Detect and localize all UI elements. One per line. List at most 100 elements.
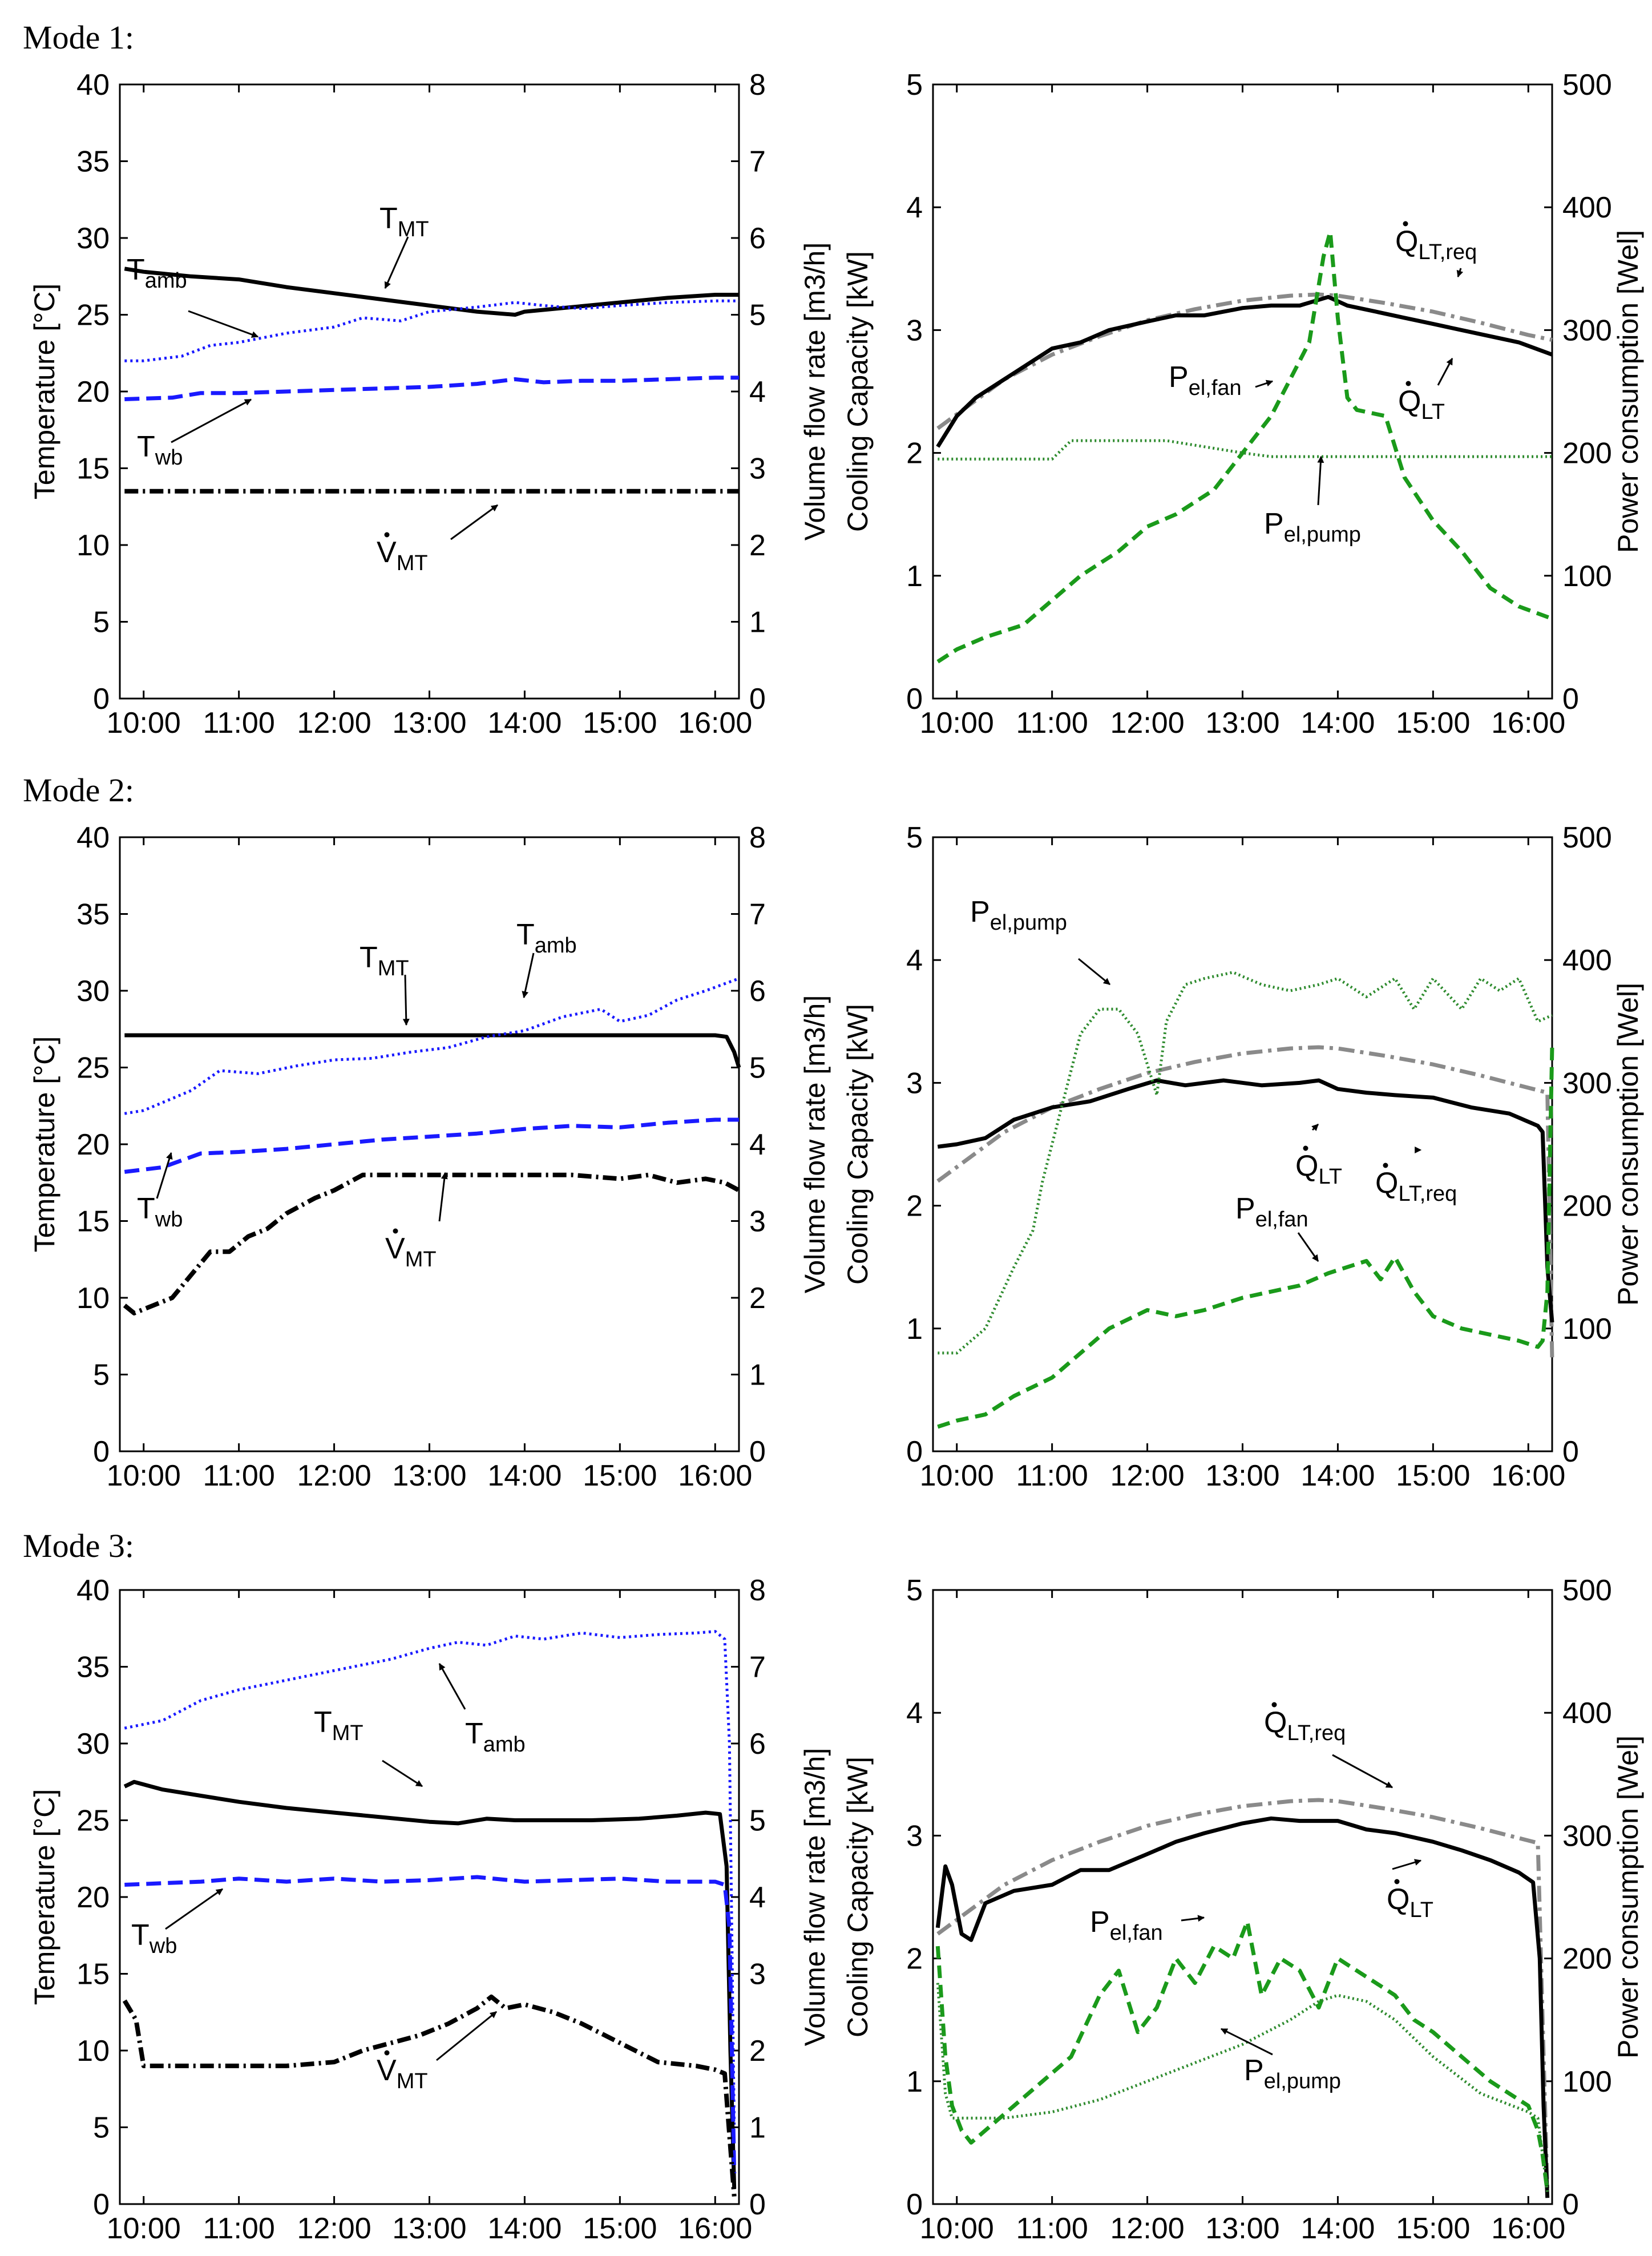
annotation-main: T: [127, 253, 145, 286]
m3-left-y-right-tick-label: 0: [749, 2188, 766, 2221]
m1-right-x-tick-label: 12:00: [1110, 707, 1185, 740]
m1-right-x-tick-label: 13:00: [1205, 707, 1279, 740]
annotation-label: TMT: [379, 202, 429, 241]
m3-right-y-left-tick-label: 1: [906, 2065, 923, 2098]
m2-left-y-left-tick-label: 20: [76, 1128, 110, 1161]
annotation-label: VMT: [377, 536, 428, 575]
m1-right-series-p-el-fan-line: [936, 229, 1553, 664]
m1-left-y-right-tick-label: 5: [749, 299, 766, 332]
m1-left-y-left-tick-label: 15: [76, 453, 110, 486]
m3-right-y-right-tick-label: 400: [1562, 1697, 1612, 1730]
m3-left-y-left-tick-label: 30: [76, 1728, 110, 1761]
annotation-arrow: [436, 2011, 497, 2061]
annotation-label: VMT: [377, 2054, 428, 2093]
m1-right-y-left-tick-label: 4: [906, 191, 923, 224]
m3-right-y-right-tick-label: 300: [1562, 1819, 1612, 1853]
m1-right-x-tick-label: 16:00: [1491, 707, 1565, 740]
m3-right-annotation-p-el-fan: Pel,fan: [1090, 1906, 1205, 1945]
m3-left-y-right-axis-title: Volume flow rate [m3/h]: [799, 1748, 831, 2046]
annotation-overdot: [384, 532, 390, 538]
m1-left-y-right-tick-label: 6: [749, 222, 766, 255]
annotation-overdot: [384, 2050, 390, 2056]
m2-right-x-tick-label: 15:00: [1396, 1459, 1470, 1492]
m2-left-x-tick-label: 11:00: [203, 1459, 275, 1492]
m1-left-annotation-t-mt: TMT: [379, 202, 429, 289]
m2-left-y-right-tick-label: 4: [749, 1128, 766, 1161]
annotation-main: T: [314, 1706, 332, 1739]
annotation-label: Tamb: [465, 1717, 526, 1757]
annotation-sub: MT: [397, 551, 428, 575]
m2-right-y-left-tick-label: 4: [906, 944, 923, 977]
annotation-sub: LT,req: [1398, 1182, 1457, 1206]
m3-left-series-t-mt-line: [123, 1779, 737, 2189]
m2-left-y-left-tick-label: 35: [76, 898, 110, 931]
m1-right-y-right-tick-label: 200: [1562, 437, 1612, 470]
m3-right-series-q-lt-line: [935, 1816, 1550, 2198]
annotation-overdot: [1403, 221, 1408, 227]
m3-left-series-v-mt-line: [122, 1994, 737, 2197]
m2-left-y-left-tick-label: 40: [76, 821, 110, 854]
m2-right-x-tick-label: 12:00: [1110, 1459, 1185, 1492]
m1-left-y-left-axis-title: Temperature [°C]: [29, 284, 60, 499]
annotation-sub: MT: [397, 2069, 428, 2093]
mode-1-label: Mode 1:: [23, 19, 134, 56]
m2-right-annotation-p-el-fan: Pel,fan: [1235, 1192, 1319, 1262]
m1-left-y-left-tick-label: 5: [93, 606, 110, 639]
annotation-sub: el,fan: [1255, 1208, 1308, 1232]
m3-right-series-q-lt-req-line: [936, 1798, 1550, 2192]
annotation-sub: el,pump: [990, 911, 1067, 935]
annotation-main: T: [379, 202, 398, 235]
annotation-arrow: [522, 953, 535, 999]
m3-left-y-right-tick-label: 7: [749, 1651, 766, 1684]
annotation-main: P: [1264, 507, 1284, 540]
m3-right-annotation-q-lt-req: QLT,req: [1264, 1702, 1394, 1789]
mode-1-temperature-flow-chart: 10:00 11:00 12:00 13:00 14:00 15:00 16:0005101…: [29, 68, 831, 740]
annotation-label: Pel,pump: [970, 895, 1067, 935]
m3-left-y-left-tick-label: 5: [93, 2112, 110, 2145]
m1-left-x-tick-label: 12:00: [297, 707, 371, 740]
m3-left-y-right-tick-label: 8: [749, 1574, 766, 1607]
annotation-label: Pel,pump: [1244, 2054, 1341, 2093]
m2-right-annotation-q-lt: QLT: [1295, 1123, 1342, 1189]
m2-right-annotation-p-el-pump: Pel,pump: [970, 895, 1110, 986]
m3-left-x-tick-label: 10:00: [107, 2212, 181, 2245]
mode-3-label: Mode 3:: [23, 1527, 134, 1564]
m2-right-y-right-tick-label: 200: [1562, 1190, 1612, 1223]
m1-left-x-tick-label: 10:00: [107, 707, 181, 740]
m3-left-y-left-tick-label: 10: [76, 2035, 110, 2068]
annotation-main: T: [360, 941, 378, 974]
m1-left-y-left-tick-label: 40: [76, 68, 110, 102]
m2-right-y-left-tick-label: 1: [906, 1313, 923, 1346]
annotation-arrow: [1181, 1915, 1205, 1922]
m1-left-y-right-tick-label: 4: [749, 376, 766, 409]
annotation-arrow: [1255, 380, 1274, 388]
m2-left-y-left-tick-label: 15: [76, 1205, 110, 1238]
m2-right-x-tick-label: 13:00: [1205, 1459, 1279, 1492]
m3-left-x-tick-label: 13:00: [392, 2212, 466, 2245]
m1-left-x-tick-label: 16:00: [678, 707, 752, 740]
m2-right-y-right-tick-label: 500: [1562, 821, 1612, 854]
m3-right-x-tick-label: 16:00: [1491, 2212, 1565, 2245]
annotation-arrow: [438, 1662, 466, 1710]
m1-left-y-right-axis-title: Volume flow rate [m3/h]: [799, 243, 831, 540]
m1-left-annotation-t-wb: Twb: [137, 398, 252, 470]
annotation-main: Q: [1295, 1149, 1318, 1183]
annotation-main: P: [1235, 1192, 1255, 1225]
m3-left-x-tick-label: 14:00: [487, 2212, 562, 2245]
annotation-main: Q: [1375, 1167, 1398, 1200]
m2-left-x-tick-label: 10:00: [107, 1459, 181, 1492]
annotation-arrow: [438, 1172, 448, 1222]
m1-left-y-left-tick-label: 10: [76, 529, 110, 562]
m3-right-y-right-axis-title: Power consumption [Wel]: [1612, 1736, 1644, 2059]
m2-left-x-tick-label: 13:00: [392, 1459, 466, 1492]
annotation-arrow: [1311, 1123, 1319, 1131]
annotation-arrow: [188, 310, 259, 338]
m3-right-x-tick-label: 14:00: [1300, 2212, 1375, 2245]
m1-left-y-right-tick-label: 3: [749, 453, 766, 486]
annotation-main: T: [131, 1919, 150, 1952]
annotation-label: Tamb: [516, 918, 577, 958]
m3-right-y-right-tick-label: 200: [1562, 1943, 1612, 1976]
m1-right-x-tick-label: 10:00: [920, 707, 994, 740]
m1-left-y-left-tick-label: 25: [76, 299, 110, 332]
annotation-overdot: [1394, 1879, 1400, 1884]
